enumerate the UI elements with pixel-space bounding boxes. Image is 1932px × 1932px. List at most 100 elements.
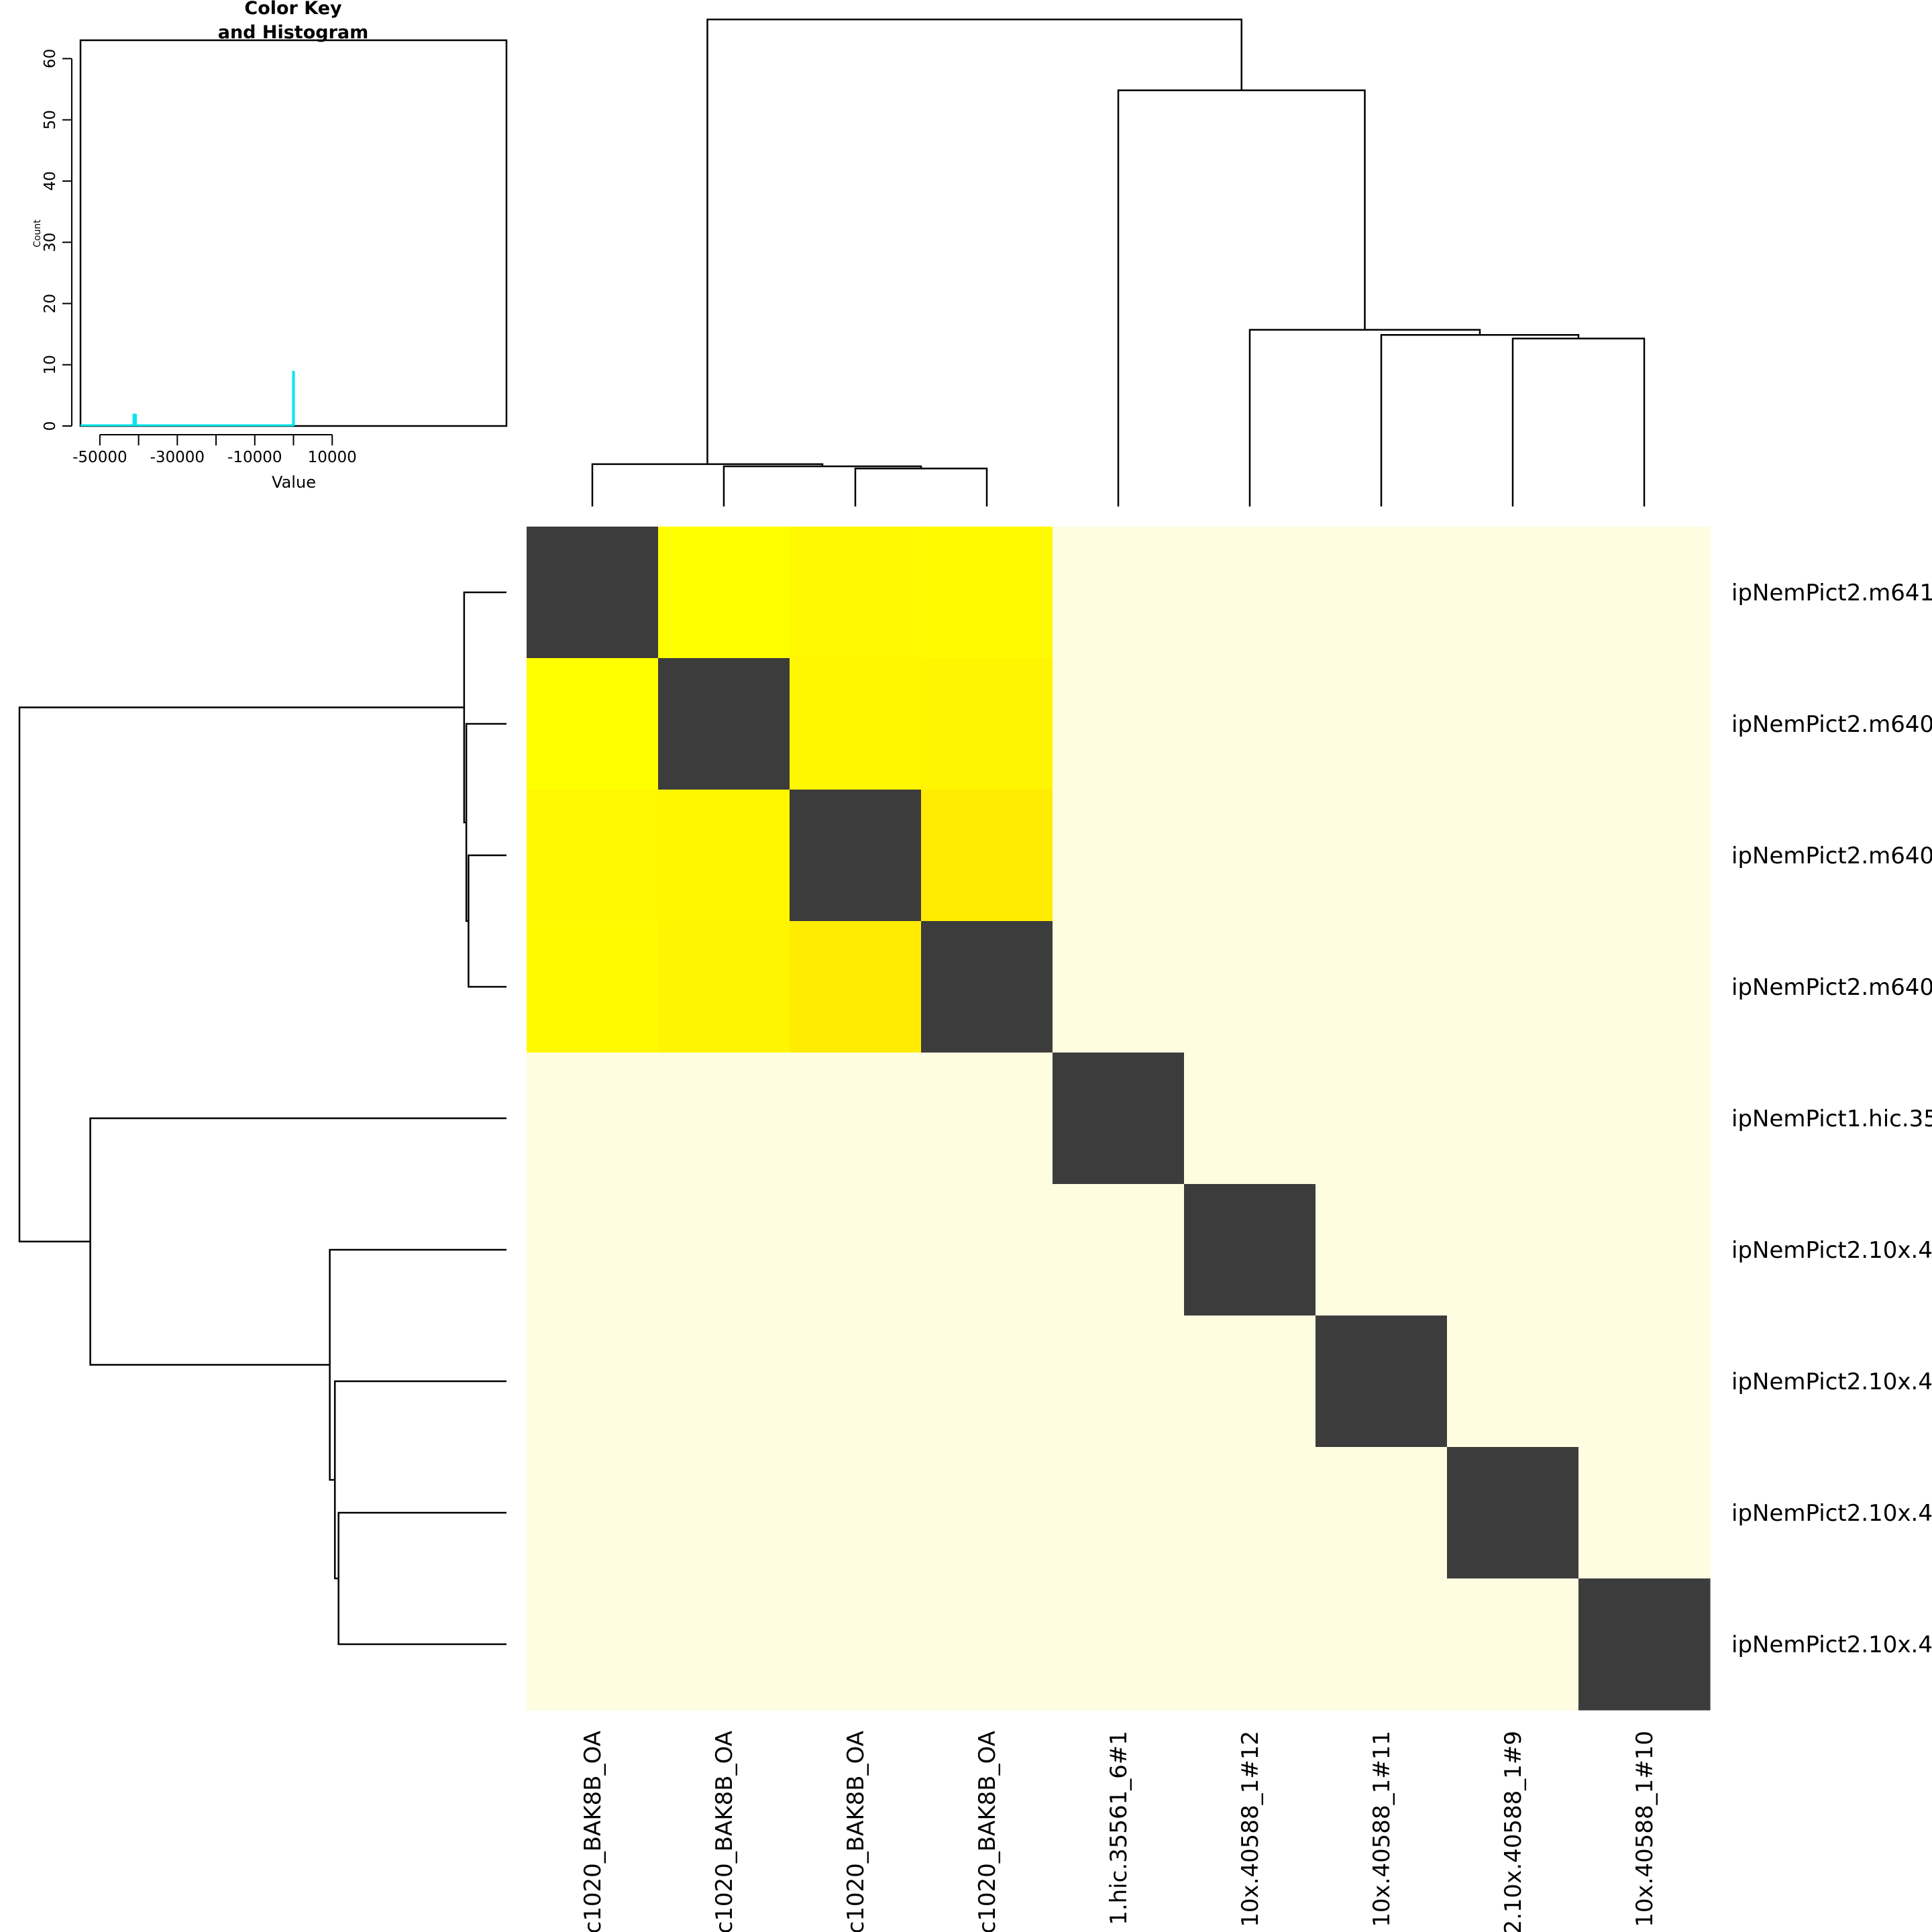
heatmap-cell-r5-c6 [1316, 1184, 1448, 1316]
heatmap-cell-r0-c5 [1184, 527, 1316, 659]
heatmap-cell-r2-c2 [790, 790, 922, 922]
heatmap-cell-r1-c1 [658, 658, 790, 790]
heatmap-cell-r1-c5 [1184, 658, 1316, 790]
row-label-7: ipNemPict2.10x.4 [1731, 1500, 1932, 1527]
col-dendro-branch-0 [854, 468, 988, 506]
heatmap-cell-r7-c2 [790, 1447, 922, 1579]
col-dendro-branch-5 [1248, 329, 1481, 506]
heatmap-cell-r7-c8 [1578, 1447, 1711, 1579]
heatmap-cell-r6-c7 [1447, 1316, 1579, 1448]
heatmap-cell-r5-c7 [1447, 1184, 1579, 1316]
key-x-tick-label-2: -10000 [227, 449, 282, 466]
heatmap-cells [527, 527, 1711, 1711]
heatmap-cell-r6-c3 [921, 1316, 1053, 1448]
heatmap-cell-r1-c3 [921, 658, 1053, 790]
col-label-4: 1.hic.35561_6#1 [1106, 1731, 1132, 1925]
col-dendro-branch-2 [591, 463, 824, 506]
color-key-frame [79, 39, 508, 427]
heatmap-cell-r4-c0 [527, 1053, 659, 1185]
key-y-tick-label-1: 10 [42, 355, 59, 374]
heatmap-cell-r2-c5 [1184, 790, 1316, 922]
heatmap-cell-r0-c3 [921, 527, 1053, 659]
heatmap-cell-r3-c0 [527, 921, 659, 1053]
color-key-xlabel: Value [272, 473, 316, 492]
heatmap-cell-r6-c5 [1184, 1316, 1316, 1448]
heatmap-cell-r1-c2 [790, 658, 922, 790]
color-key-ylabel: Count [32, 219, 43, 248]
heatmap-cell-r4-c4 [1053, 1053, 1185, 1185]
heatmap-cell-r8-c7 [1447, 1578, 1579, 1711]
heatmap-cell-r0-c8 [1578, 527, 1711, 659]
col-label-8: 10x.40588_1#10 [1631, 1731, 1658, 1927]
row-label-6: ipNemPict2.10x.4 [1731, 1368, 1932, 1395]
row-label-5: ipNemPict2.10x.4 [1731, 1237, 1932, 1264]
col-dendro-branch-4 [1380, 333, 1580, 506]
heatmap-cell-r6-c8 [1578, 1316, 1711, 1448]
key-y-tick-label-6: 60 [42, 49, 59, 68]
heatmap-cell-r3-c2 [790, 921, 922, 1053]
color-key-axes: -50000 -30000 -10000 10000 0 10 20 30 40 50 60 [42, 49, 357, 466]
col-label-0: c1020_BAK8B_OA [580, 1731, 606, 1932]
heatmap-cell-r6-c0 [527, 1316, 659, 1448]
key-x-tick-label-0: -50000 [72, 449, 127, 466]
col-label-1: c1020_BAK8B_OA [711, 1731, 738, 1932]
heatmap-cell-r5-c0 [527, 1184, 659, 1316]
heatmap-cell-r3-c3 [921, 921, 1053, 1053]
heatmap-cell-r0-c6 [1316, 527, 1448, 659]
heatmap-cell-r5-c3 [921, 1184, 1053, 1316]
row-dendro-branch-6 [89, 1117, 506, 1366]
heatmap-cell-r1-c7 [1447, 658, 1579, 790]
heatmap-cell-r5-c2 [790, 1184, 922, 1316]
heatmap-cell-r6-c2 [790, 1316, 922, 1448]
row-dendro-branch-7 [18, 706, 464, 1242]
heatmap-cell-r0-c0 [527, 527, 659, 659]
heatmap-cell-r0-c7 [1447, 527, 1579, 659]
row-dendro-branch-4 [333, 1380, 506, 1580]
key-y-tick-label-0: 0 [42, 421, 59, 431]
col-label-2: c1020_BAK8B_OA [843, 1731, 869, 1932]
row-dendro-branch-2 [463, 591, 506, 824]
heatmap-cell-r8-c2 [790, 1578, 922, 1711]
row-label-1: ipNemPict2.m640 [1731, 711, 1932, 738]
heatmap-cell-r3-c1 [658, 921, 790, 1053]
heatmap-cell-r8-c8 [1578, 1578, 1711, 1711]
key-x-tick-label-3: 10000 [308, 449, 357, 466]
key-y-tick-label-3: 30 [42, 233, 59, 252]
heatmap-cell-r4-c7 [1447, 1053, 1579, 1185]
heatmap-cell-r7-c3 [921, 1447, 1053, 1579]
col-label-6: 10x.40588_1#11 [1368, 1731, 1395, 1927]
heatmap-cell-r4-c1 [658, 1053, 790, 1185]
row-label-4: ipNemPict1.hic.35 [1731, 1106, 1932, 1132]
col-label-7: 2.10x.40588_1#9 [1500, 1731, 1527, 1932]
heatmap-cell-r7-c4 [1053, 1447, 1185, 1579]
heatmap-cell-r8-c4 [1053, 1578, 1185, 1711]
heatmap-cell-r8-c6 [1316, 1578, 1448, 1711]
heatmap-cell-r8-c0 [527, 1578, 659, 1711]
column-labels: c1020_BAK8B_OA c1020_BAK8B_OA c1020_BAK8B_… [580, 1731, 1658, 1932]
heatmap-cell-r5-c1 [658, 1184, 790, 1316]
row-label-0: ipNemPict2.m641 [1731, 580, 1932, 606]
histogram-bars [80, 370, 295, 427]
heatmap-cell-r0-c4 [1053, 527, 1185, 659]
heatmap-cell-r2-c4 [1053, 790, 1185, 922]
heatmap-cell-r4-c6 [1316, 1053, 1448, 1185]
heatmap-cell-r7-c5 [1184, 1447, 1316, 1579]
heatmap-cell-r7-c6 [1316, 1447, 1448, 1579]
heatmap-cell-r2-c1 [658, 790, 790, 922]
heatmap-cell-r4-c2 [790, 1053, 922, 1185]
column-dendrogram [591, 18, 1646, 506]
row-dendro-branch-0 [468, 854, 506, 988]
col-dendro-branch-7 [706, 18, 1242, 464]
heatmap-cell-r8-c3 [921, 1578, 1053, 1711]
heatmap-cell-r7-c1 [658, 1447, 790, 1579]
heatmap-cell-r1-c8 [1578, 658, 1711, 790]
col-label-3: c1020_BAK8B_OA [974, 1731, 1001, 1932]
heatmap-cell-r5-c4 [1053, 1184, 1185, 1316]
heatmap-cell-r1-c0 [527, 658, 659, 790]
row-labels: ipNemPict2.m641 ipNemPict2.m640 ipNemPict2… [1731, 580, 1932, 1658]
key-x-tick-label-1: -30000 [150, 449, 205, 466]
heatmap-cell-r6-c1 [658, 1316, 790, 1448]
color-key-panel: Color Key and Histogram -50000 -30000 -100… [32, 0, 508, 492]
heatmap-cell-r3-c5 [1184, 921, 1316, 1053]
